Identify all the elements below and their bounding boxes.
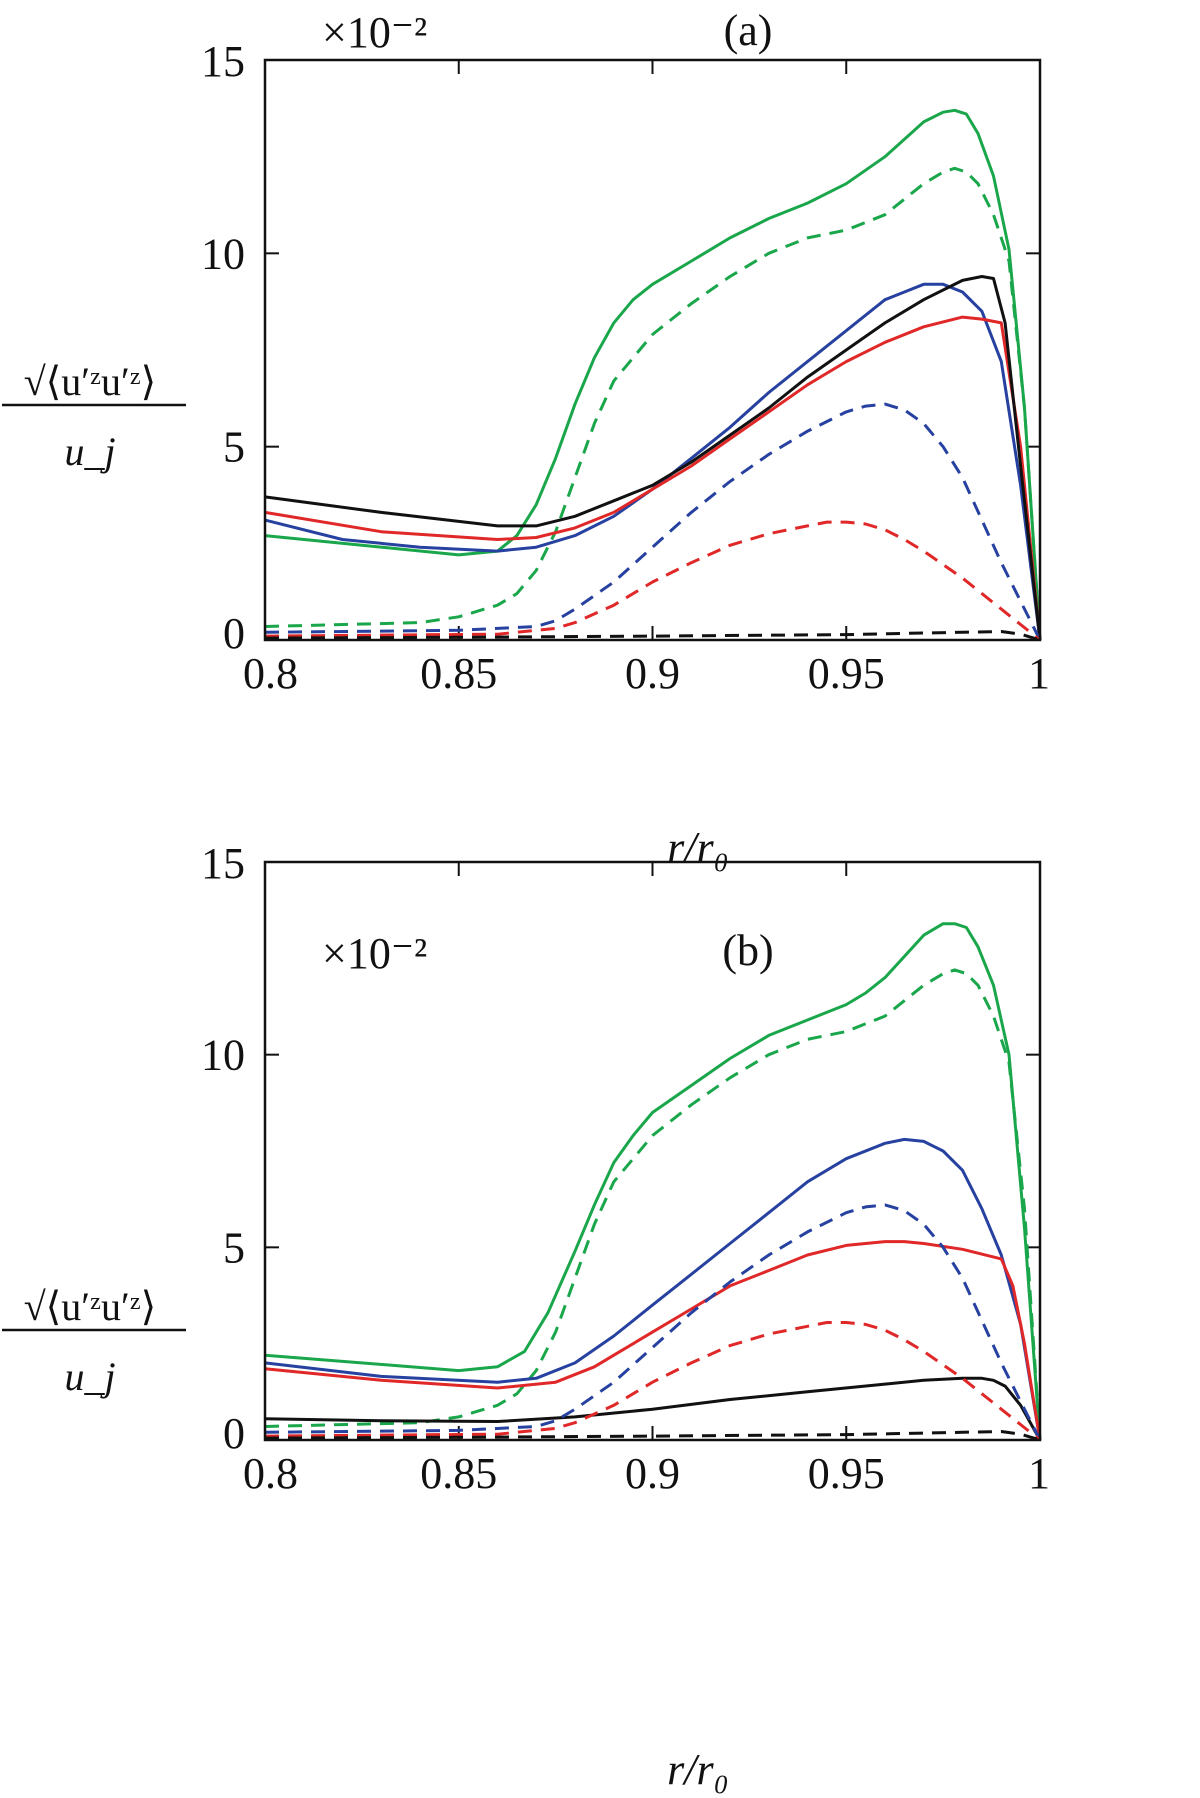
series-line-b-blue-solid [264, 1137, 1042, 1441]
series-line-b-black-solid [264, 1376, 1042, 1441]
scale-label-a: ×10⁻² [322, 8, 427, 57]
x-tick-label-b-2: 0.9 [625, 1449, 680, 1498]
x-tick-label-b-3: 0.95 [808, 1449, 885, 1498]
y-tick-label-b-2: 10 [201, 1031, 245, 1080]
series-line-a-blue-solid [264, 282, 1042, 641]
y-label-numerator-b: √⟨u′ᶻu′ᶻ⟩ [24, 1284, 157, 1329]
plot-frame-a [263, 58, 1042, 642]
y-tick-label-a-3: 15 [201, 37, 245, 86]
y-axis-label-b: √⟨u′ᶻu′ᶻ⟩ u_j [2, 1284, 186, 1399]
x-tick-label-a-2: 0.9 [625, 649, 680, 698]
y-tick-label-b-1: 5 [223, 1223, 245, 1272]
x-axis-label-a: r/r₀ [667, 823, 729, 872]
series-line-b-blue-dashed [264, 1203, 1042, 1441]
x-tick-label-a-0: 0.8 [243, 649, 298, 698]
series-line-b-green-dashed [264, 968, 1042, 1441]
series-group-a [264, 108, 1042, 642]
panel-b: ×10⁻² (b) √⟨u′ᶻu′ᶻ⟩ u_j r/r₀ 0.8 0.85 0.9 0… [2, 839, 1050, 1794]
panel-label-a: (a) [724, 6, 773, 55]
series-line-b-red-solid [264, 1240, 1042, 1441]
series-line-a-green-dashed [264, 166, 1042, 641]
series-line-b-green-solid [264, 922, 1042, 1441]
plot-frame-b [263, 860, 1042, 1442]
y-axis-label-a: √⟨u′ᶻu′ᶻ⟩ u_j [2, 359, 186, 474]
y-tick-label-a-2: 10 [201, 229, 245, 278]
series-line-a-blue-dashed [264, 402, 1042, 641]
series-line-a-red-dashed [264, 520, 1041, 642]
x-tick-label-a-3: 0.95 [808, 649, 885, 698]
x-tick-label-a-1: 0.85 [420, 649, 497, 698]
x-axis-label-b: r/r₀ [667, 1745, 729, 1794]
x-tick-label-b-0: 0.8 [243, 1449, 298, 1498]
series-line-a-red-solid [264, 315, 1042, 641]
y-label-denominator-a: u_j [64, 429, 115, 474]
series-group-b [264, 922, 1042, 1442]
x-tick-label-b-4: 1 [1028, 1449, 1050, 1498]
y-tick-label-b-3: 15 [201, 839, 245, 888]
series-line-a-black-dashed [264, 630, 1041, 642]
scale-label-b: ×10⁻² [322, 929, 427, 978]
x-tick-label-b-1: 0.85 [420, 1449, 497, 1498]
series-line-b-red-dashed [264, 1321, 1041, 1442]
y-label-denominator-b: u_j [64, 1354, 115, 1399]
series-line-b-black-dashed [264, 1430, 1041, 1442]
y-tick-label-a-0: 0 [223, 609, 245, 658]
series-line-a-black-solid [264, 275, 1042, 641]
panel-a: ×10⁻² (a) √⟨u′ᶻu′ᶻ⟩ u_j r/r₀ 0.8 0.85 0.9 0… [2, 6, 1050, 872]
panel-label-b: (b) [722, 926, 773, 975]
series-line-a-green-solid [264, 108, 1042, 641]
y-label-numerator-a: √⟨u′ᶻu′ᶻ⟩ [24, 359, 157, 404]
x-tick-label-a-4: 1 [1028, 649, 1050, 698]
y-tick-label-a-1: 5 [223, 423, 245, 472]
y-tick-label-b-0: 0 [223, 1409, 245, 1458]
